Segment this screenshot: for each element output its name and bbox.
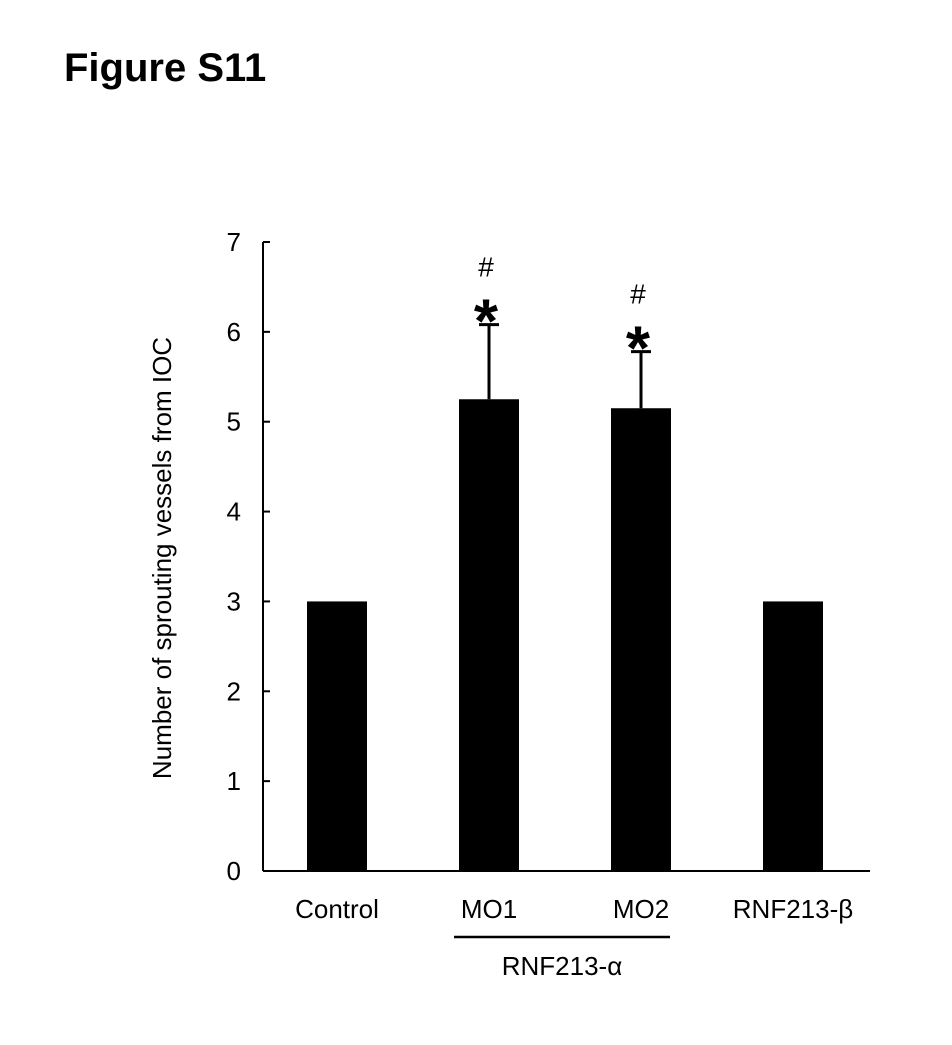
figure-title: Figure S11 bbox=[64, 46, 267, 90]
asterisk-annotation: * bbox=[474, 288, 499, 357]
group-bracket: RNF213-α bbox=[454, 935, 670, 981]
group-label: RNF213-α bbox=[502, 951, 623, 981]
bar-1 bbox=[459, 399, 519, 871]
x-tick-label: Control bbox=[295, 894, 379, 924]
bar-2 bbox=[611, 408, 671, 871]
error-bars bbox=[479, 323, 651, 409]
bar-0 bbox=[307, 601, 367, 871]
y-tick-label: 1 bbox=[227, 766, 241, 796]
bars bbox=[307, 399, 823, 871]
y-tick-label: 2 bbox=[227, 676, 241, 706]
y-tick-label: 7 bbox=[227, 227, 241, 257]
hash-annotation: # bbox=[478, 252, 494, 283]
y-tick-label: 5 bbox=[227, 407, 241, 437]
y-axis: 0 1 2 3 4 5 6 7 bbox=[227, 227, 270, 886]
y-tick-label: 3 bbox=[227, 586, 241, 616]
y-tick-label: 4 bbox=[227, 497, 241, 527]
y-tick-label: 0 bbox=[227, 856, 241, 886]
significance-annotations: # * # * bbox=[474, 252, 651, 384]
asterisk-annotation: * bbox=[626, 315, 651, 384]
x-tick-label: MO1 bbox=[461, 894, 517, 924]
y-tick-label: 6 bbox=[227, 317, 241, 347]
x-tick-label: RNF213-β bbox=[733, 894, 853, 924]
x-tick-label: MO2 bbox=[613, 894, 669, 924]
x-tick-labels: Control MO1 MO2 RNF213-β bbox=[295, 894, 853, 924]
hash-annotation: # bbox=[630, 279, 646, 310]
y-axis-label: Number of sprouting vessels from IOC bbox=[147, 337, 177, 779]
bar-3 bbox=[763, 601, 823, 871]
